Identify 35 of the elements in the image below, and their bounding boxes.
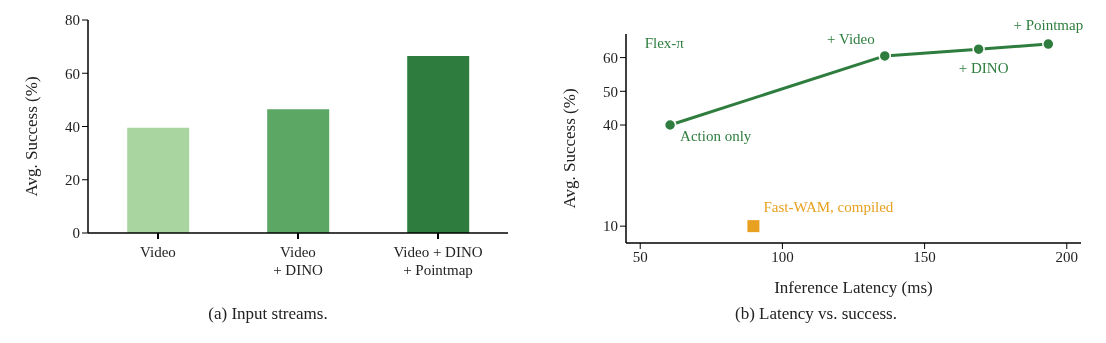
point bbox=[972, 42, 985, 56]
x-tick-label: Video + DINO + Pointmap bbox=[393, 244, 483, 278]
x-tick-label: 50 bbox=[632, 248, 648, 265]
x-axis-title: Inference Latency (ms) bbox=[774, 278, 933, 297]
y-axis-title: Avg. Success (%) bbox=[22, 76, 42, 197]
y-tick-label: 0 bbox=[72, 225, 80, 242]
y-tick-label: 60 bbox=[603, 49, 618, 66]
bar bbox=[407, 55, 470, 233]
x-tick-label: Video + DINO bbox=[273, 244, 324, 278]
point bbox=[1042, 37, 1055, 51]
annotation: + Video bbox=[827, 30, 875, 47]
bar bbox=[127, 127, 190, 233]
y-tick-label: 20 bbox=[65, 172, 80, 189]
point bbox=[747, 220, 760, 233]
text: (a) Input streams. bbox=[208, 304, 328, 324]
y-tick-label: 40 bbox=[65, 118, 80, 135]
point bbox=[878, 49, 892, 63]
text: (b) Latency vs. success. bbox=[735, 304, 897, 324]
y-tick-label: 50 bbox=[603, 83, 618, 100]
x-tick-label: Video bbox=[140, 244, 176, 260]
x-tick-label: 150 bbox=[913, 248, 936, 265]
y-tick-label: 40 bbox=[603, 117, 618, 134]
y-axis-title: Avg. Success (%) bbox=[560, 88, 580, 209]
y-tick-label: 80 bbox=[65, 12, 80, 29]
annotation: Action only bbox=[680, 128, 752, 145]
x-tick-label: 100 bbox=[771, 248, 794, 265]
series-label: Fast-WAM, compiled bbox=[763, 199, 894, 216]
x-tick-label: 200 bbox=[1055, 248, 1079, 265]
point bbox=[663, 118, 677, 132]
y-tick-label: 60 bbox=[65, 65, 80, 82]
text: Flex-π bbox=[644, 34, 685, 51]
annotation: + Pointmap bbox=[1013, 17, 1084, 34]
annotation: + DINO bbox=[958, 60, 1009, 77]
bar bbox=[267, 109, 330, 233]
y-tick-label: 10 bbox=[603, 218, 618, 235]
